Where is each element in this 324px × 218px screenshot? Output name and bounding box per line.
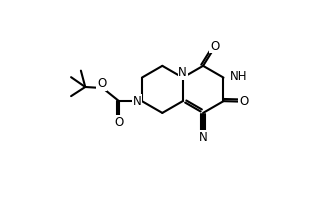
Text: N: N xyxy=(199,131,207,144)
Text: O: O xyxy=(114,116,124,129)
Text: N: N xyxy=(133,95,142,108)
Text: O: O xyxy=(239,95,248,108)
Text: NH: NH xyxy=(230,70,248,83)
Text: O: O xyxy=(210,40,219,53)
Text: O: O xyxy=(97,77,106,90)
Text: N: N xyxy=(178,66,187,79)
